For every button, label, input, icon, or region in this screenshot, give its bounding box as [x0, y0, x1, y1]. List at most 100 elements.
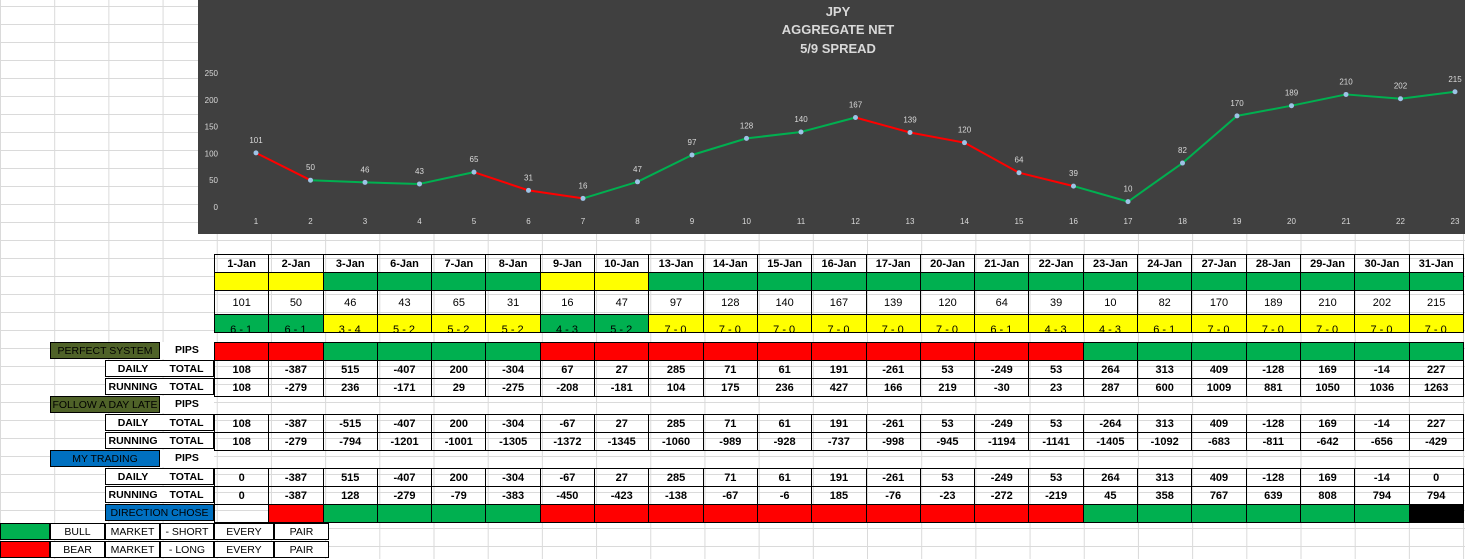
- late-daily: 191: [811, 414, 867, 433]
- data-label: 82: [1178, 146, 1187, 155]
- net-value: 64: [974, 290, 1030, 315]
- date-header: 13-Jan: [648, 254, 704, 273]
- mine-daily: 0: [213, 468, 270, 487]
- spread-value: 7 - 0: [773, 324, 796, 336]
- mine-running: 767: [1191, 486, 1247, 505]
- date-header: 24-Jan: [1137, 254, 1193, 273]
- direction-color: [594, 504, 650, 523]
- spacer: [812, 451, 866, 469]
- series-segment: [1345, 93, 1401, 100]
- data-label: 189: [1285, 89, 1299, 98]
- spacer: [432, 451, 486, 469]
- color-cell: [1408, 272, 1464, 291]
- late-daily: -249: [974, 414, 1030, 433]
- series-segment: [964, 141, 1020, 174]
- data-point: [689, 152, 695, 158]
- perfect-running: 881: [1245, 378, 1301, 397]
- spacer: [377, 451, 431, 469]
- color-cell: [919, 272, 976, 291]
- net-value: 39: [1028, 290, 1084, 315]
- chart-subtitle: 5/9 SPREAD: [800, 41, 876, 56]
- mine-running: -79: [431, 486, 487, 505]
- perfect-color: [268, 342, 324, 361]
- series-segment: [1127, 162, 1184, 203]
- mine-daily: 200: [431, 468, 487, 487]
- direction-color: [1137, 504, 1193, 523]
- direction-color: [811, 504, 867, 523]
- color-cell: [1245, 314, 1301, 333]
- net-value: 31: [485, 290, 541, 315]
- spacer: [1138, 451, 1192, 469]
- spacer: [649, 397, 703, 415]
- perfect-running: 29: [431, 378, 487, 397]
- spacer: [1300, 397, 1354, 415]
- direction-color: [322, 504, 378, 523]
- color-cell: [268, 314, 324, 333]
- mine-daily: -387: [268, 468, 324, 487]
- legend-bear-text: PAIR: [274, 541, 329, 558]
- series-segment: [582, 180, 638, 200]
- data-point: [362, 179, 368, 185]
- perfect-running: -275: [485, 378, 541, 397]
- perfect-running: -181: [594, 378, 650, 397]
- data-point: [1234, 113, 1240, 119]
- late-daily: 53: [919, 414, 976, 433]
- late-running: -656: [1354, 432, 1410, 451]
- legend-bear-text: - LONG: [160, 541, 214, 558]
- spread-value: 4 - 3: [555, 324, 578, 336]
- spacer: [323, 451, 377, 469]
- data-point: [744, 135, 749, 141]
- legend-bear-text: BEAR: [50, 541, 105, 558]
- series-segment: [1291, 93, 1347, 107]
- mine-daily: 313: [1137, 468, 1193, 487]
- data-label: 50: [306, 163, 315, 172]
- net-value: 10: [1082, 290, 1139, 315]
- mine-running: -219: [1028, 486, 1084, 505]
- data-point: [526, 187, 531, 193]
- late-running: -1141: [1028, 432, 1084, 451]
- color-cell: [1137, 272, 1193, 291]
- mine-running: 358: [1137, 486, 1193, 505]
- data-point: [907, 129, 913, 135]
- color-cell: [702, 272, 758, 291]
- spacer: [866, 397, 920, 415]
- legend-bull-text: BULL: [50, 523, 105, 540]
- spread-value: 5 - 2: [501, 324, 524, 336]
- data-label: 139: [903, 115, 917, 124]
- color-cell: [376, 314, 433, 333]
- spacer: [975, 451, 1029, 469]
- spacer: [1192, 397, 1246, 415]
- late-daily: 53: [1028, 414, 1084, 433]
- late-running: -1060: [648, 432, 704, 451]
- direction-color: [1408, 504, 1464, 523]
- color-cell: [811, 272, 867, 291]
- mine-daily: 169: [1299, 468, 1356, 487]
- mine-running: -383: [485, 486, 541, 505]
- net-value: 120: [919, 290, 976, 315]
- perfect-running: -30: [974, 378, 1030, 397]
- net-value: 139: [865, 290, 921, 315]
- perfect-daily: 67: [539, 360, 596, 379]
- late-daily: 313: [1137, 414, 1193, 433]
- data-label: 64: [1015, 156, 1024, 165]
- perfect-daily: -249: [974, 360, 1030, 379]
- series-segment: [1236, 104, 1292, 117]
- spacer: [215, 397, 269, 415]
- mine-daily: 53: [1028, 468, 1084, 487]
- perfect-running: 236: [756, 378, 813, 397]
- color-cell: [431, 314, 487, 333]
- spacer: [1246, 397, 1300, 415]
- data-label: 215: [1448, 75, 1462, 84]
- series-segment: [1018, 171, 1074, 188]
- late-daily: 27: [594, 414, 650, 433]
- series-segment: [637, 154, 693, 183]
- spacer: [269, 451, 323, 469]
- perfect-color: [1354, 342, 1410, 361]
- spacer: [540, 451, 594, 469]
- pips-label: PIPS: [160, 396, 214, 413]
- mine-daily: 61: [756, 468, 813, 487]
- series-segment: [255, 151, 311, 182]
- data-point: [1398, 96, 1403, 102]
- section-title-mine: MY TRADING: [50, 450, 160, 467]
- spread-value: 6 - 1: [284, 324, 307, 336]
